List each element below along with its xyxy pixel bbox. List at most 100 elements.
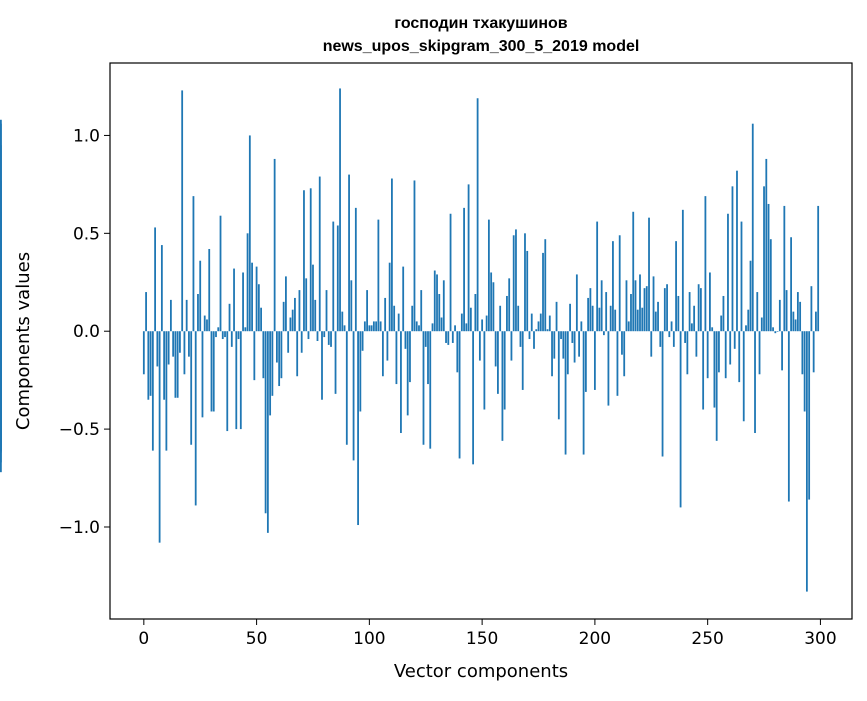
bar-203 bbox=[600, 280, 603, 332]
bar-67 bbox=[294, 297, 296, 332]
bar-278 bbox=[769, 239, 772, 332]
bar-4 bbox=[151, 331, 154, 451]
bar-271 bbox=[754, 331, 756, 434]
x-axis: 0 50 100 150 200 250 300 bbox=[138, 619, 837, 649]
y-tick-label: 1.0 bbox=[73, 126, 100, 146]
x-tick-label: 50 bbox=[246, 629, 268, 649]
bar-230 bbox=[661, 331, 664, 457]
bar-68 bbox=[296, 331, 299, 377]
bar-189 bbox=[569, 303, 571, 332]
bar-235 bbox=[672, 331, 675, 347]
bar-139 bbox=[456, 331, 459, 373]
bar-131 bbox=[438, 294, 441, 332]
y-tick-label: 0.5 bbox=[73, 224, 100, 244]
bar-259 bbox=[727, 213, 729, 332]
bar-211 bbox=[618, 235, 621, 332]
bar-106 bbox=[381, 331, 384, 377]
bar-288 bbox=[792, 311, 795, 332]
bar-289 bbox=[794, 319, 797, 332]
bar-52 bbox=[260, 307, 262, 332]
bar-121 bbox=[415, 321, 418, 332]
bar-205 bbox=[605, 292, 608, 332]
bar-34 bbox=[219, 215, 222, 332]
bar-176 bbox=[539, 313, 542, 332]
bar-5 bbox=[154, 227, 156, 332]
bar-270 bbox=[751, 123, 754, 332]
bar-179 bbox=[546, 329, 549, 332]
bar-193 bbox=[578, 331, 580, 357]
bars-layer bbox=[0, 88, 820, 592]
bar-8 bbox=[160, 245, 163, 332]
bar-227 bbox=[654, 311, 657, 332]
bar-99 bbox=[366, 290, 368, 332]
bar-186 bbox=[562, 331, 565, 359]
bar-33 bbox=[217, 327, 220, 332]
bar-140 bbox=[458, 331, 461, 459]
bar-41 bbox=[235, 331, 238, 430]
bar-70 bbox=[300, 331, 303, 353]
bar-16 bbox=[179, 331, 181, 353]
bar-32 bbox=[215, 331, 217, 338]
bar-85 bbox=[334, 331, 337, 394]
bar-152 bbox=[485, 315, 488, 332]
bar-119 bbox=[411, 305, 414, 332]
bar-249 bbox=[704, 196, 707, 332]
bar-83 bbox=[330, 331, 332, 347]
bar-136 bbox=[449, 213, 452, 332]
bar-169 bbox=[524, 233, 526, 332]
bar-22 bbox=[192, 196, 195, 332]
bar-175 bbox=[537, 321, 540, 332]
bar-236 bbox=[675, 241, 677, 332]
bar-161 bbox=[506, 295, 508, 332]
bar-277 bbox=[767, 203, 770, 332]
bar-166 bbox=[517, 305, 520, 332]
bar-293 bbox=[803, 331, 806, 412]
bar-284 bbox=[783, 205, 786, 332]
bar-76 bbox=[314, 299, 317, 332]
bar-46 bbox=[246, 233, 249, 332]
bar-134 bbox=[445, 331, 447, 343]
bar-114 bbox=[400, 331, 402, 434]
bar-90 bbox=[345, 331, 348, 445]
bar-219 bbox=[636, 309, 639, 332]
bar-239 bbox=[681, 209, 684, 332]
bar-78 bbox=[318, 176, 321, 332]
bar-177 bbox=[542, 252, 544, 332]
bar-144 bbox=[467, 184, 470, 332]
bar-164 bbox=[512, 235, 515, 332]
bar-266 bbox=[742, 331, 745, 422]
bar-282 bbox=[778, 299, 781, 332]
bar-190 bbox=[571, 331, 574, 343]
bar-115 bbox=[402, 266, 405, 332]
bar-221 bbox=[641, 307, 644, 332]
bar-264 bbox=[738, 331, 741, 383]
bar-130 bbox=[436, 274, 438, 332]
bar-118 bbox=[409, 331, 411, 383]
bar-218 bbox=[634, 280, 637, 332]
bar-188 bbox=[566, 331, 569, 375]
bar-255 bbox=[718, 331, 720, 373]
bar-165 bbox=[515, 229, 517, 332]
bar-198 bbox=[589, 288, 592, 332]
bar-95 bbox=[357, 331, 359, 526]
bar-292 bbox=[801, 331, 804, 375]
bar-62 bbox=[282, 301, 285, 332]
bar-75 bbox=[312, 264, 314, 332]
bar-204 bbox=[603, 331, 605, 336]
bar-263 bbox=[736, 170, 738, 332]
bar-237 bbox=[677, 295, 680, 332]
bar-6 bbox=[156, 331, 159, 367]
bar-207 bbox=[609, 305, 612, 332]
bar-171 bbox=[528, 331, 531, 340]
bar-116 bbox=[404, 331, 407, 349]
x-tick-label: 250 bbox=[691, 629, 723, 649]
bar-153 bbox=[487, 219, 490, 332]
bar-183 bbox=[555, 301, 558, 332]
bar-149 bbox=[478, 331, 481, 361]
bar-159 bbox=[501, 331, 504, 441]
bar-287 bbox=[790, 237, 792, 332]
bar-109 bbox=[388, 262, 391, 332]
